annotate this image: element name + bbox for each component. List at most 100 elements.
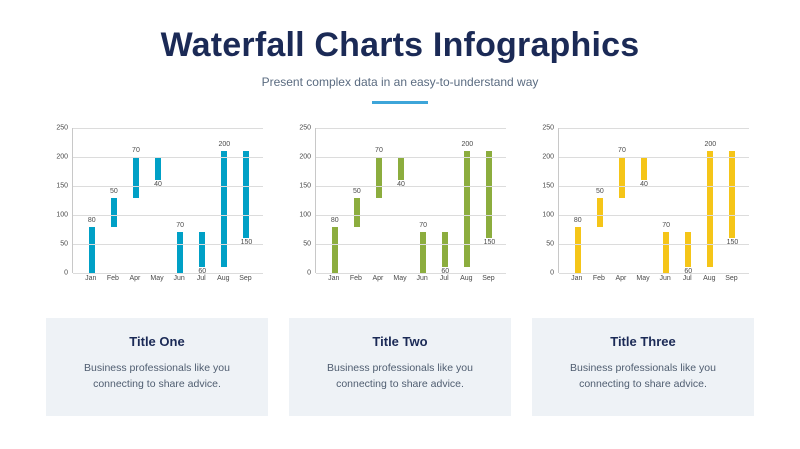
bar-value-label: 70 — [419, 222, 428, 230]
gridline — [73, 273, 263, 274]
gridline — [316, 244, 506, 245]
bar-value-label: 50 — [595, 187, 604, 195]
y-tick-label: 200 — [542, 153, 554, 161]
gridline — [559, 186, 749, 187]
bar — [132, 157, 139, 198]
bar-value-label: 80 — [87, 216, 96, 224]
y-tick-label: 200 — [56, 153, 68, 161]
chart-column-3: 0 50 100 150 200 250 80 50 70 40 70 60 200 150 Jan Fe… — [532, 124, 754, 428]
bar-value-label: 70 — [618, 147, 626, 154]
x-tick-label: May — [636, 275, 650, 282]
bar-value-label: 80 — [330, 216, 339, 224]
y-tick-label: 150 — [56, 182, 68, 190]
waterfall-chart-2: 0 50 100 150 200 250 80 50 70 40 70 60 200 150 Jan Fe… — [289, 124, 511, 300]
x-tick-label: Apr — [372, 275, 384, 282]
x-tick-label: Jun — [416, 275, 428, 282]
y-tick-label: 50 — [60, 240, 68, 248]
x-tick-label: Sep — [482, 275, 495, 282]
bar-value-label: 80 — [573, 216, 582, 224]
y-tick-label: 250 — [299, 124, 311, 132]
card-title-1: Title One — [129, 334, 185, 349]
y-tick-label: 200 — [299, 153, 311, 161]
bar-value-label: 70 — [662, 222, 671, 230]
x-tick-label: May — [150, 275, 164, 282]
x-tick-label: Apr — [615, 275, 627, 282]
y-axis-1: 0 50 100 150 200 250 — [46, 125, 68, 277]
chart-column-1: 0 50 100 150 200 250 80 50 70 40 70 60 200 150 Jan Fe… — [46, 125, 268, 428]
x-tick-label: Jan — [328, 275, 340, 282]
bar — [177, 232, 184, 273]
gridline — [73, 215, 263, 216]
gridline — [73, 186, 263, 187]
chart-wrap-1: 0 50 100 150 200 250 80 50 70 40 70 60 200 150 Jan Fe… — [46, 125, 268, 300]
gridline — [559, 215, 749, 216]
info-card-2: Title Two Business professionals like yo… — [289, 318, 511, 416]
bar-value-label: 60 — [198, 268, 207, 276]
y-tick-label: 50 — [546, 240, 554, 248]
bar — [574, 226, 581, 273]
x-tick-label: Jul — [196, 275, 206, 282]
gridline — [559, 273, 749, 274]
chart-wrap-3: 0 50 100 150 200 250 80 50 70 40 70 60 200 150 Jan Fe… — [532, 124, 754, 300]
bars-2: 80 50 70 40 70 60 200 150 — [316, 128, 506, 276]
bar — [88, 226, 95, 273]
chart-columns: 0 50 100 150 200 250 80 50 70 40 70 60 200 150 Jan Fe… — [0, 124, 800, 428]
chart-wrap-2: 0 50 100 150 200 250 80 50 70 40 70 60 200 150 Jan Fe… — [289, 124, 511, 300]
x-tick-label: Feb — [349, 275, 362, 282]
bar-value-label: 50 — [352, 187, 361, 195]
y-tick-label: 100 — [542, 211, 554, 219]
plot-area-2: 80 50 70 40 70 60 200 150 — [315, 128, 506, 276]
bar-value-label: 200 — [704, 141, 717, 149]
bar — [199, 232, 206, 268]
x-axis-1: Jan Feb Apr May Jun Jul Aug Sep — [72, 275, 262, 289]
y-axis-2: 0 50 100 150 200 250 — [289, 124, 311, 277]
bar — [221, 151, 228, 268]
bar-value-label: 150 — [240, 239, 253, 247]
bar — [442, 232, 449, 268]
y-tick-label: 150 — [542, 182, 554, 190]
bar — [243, 151, 250, 239]
info-card-1: Title One Business professionals like yo… — [46, 318, 268, 416]
x-tick-label: Feb — [592, 275, 605, 282]
card-title-3: Title Three — [610, 334, 676, 349]
gridline — [316, 157, 506, 158]
x-tick-label: May — [393, 275, 407, 282]
gridline — [73, 157, 263, 158]
bar-value-label: 60 — [441, 268, 450, 276]
accent-divider — [372, 101, 428, 104]
bar-value-label: 70 — [132, 147, 140, 154]
bar — [596, 197, 603, 227]
waterfall-chart-1: 0 50 100 150 200 250 80 50 70 40 70 60 200 150 Jan Fe… — [46, 125, 268, 300]
x-tick-label: Jun — [659, 275, 671, 282]
x-tick-label: Jun — [173, 275, 185, 282]
gridline — [559, 157, 749, 158]
bar-value-label: 50 — [109, 187, 118, 195]
y-axis-3: 0 50 100 150 200 250 — [532, 124, 554, 277]
bar-value-label: 70 — [375, 147, 383, 154]
bar — [398, 157, 405, 181]
gridline — [316, 215, 506, 216]
x-tick-label: Jul — [439, 275, 449, 282]
card-title-2: Title Two — [372, 334, 428, 349]
page-subtitle: Present complex data in an easy-to-under… — [261, 75, 539, 89]
y-tick-label: 100 — [299, 211, 311, 219]
bar-value-label: 150 — [726, 239, 739, 247]
page-title: Waterfall Charts Infographics — [160, 26, 640, 64]
y-tick-label: 50 — [303, 240, 311, 248]
bar-value-label: 70 — [176, 222, 185, 230]
gridline — [73, 244, 263, 245]
bar — [420, 232, 427, 273]
x-tick-label: Sep — [725, 275, 738, 282]
plot-area-1: 80 50 70 40 70 60 200 150 — [72, 128, 263, 276]
x-tick-label: Jan — [85, 275, 97, 282]
card-body-3: Business professionals like you connecti… — [570, 362, 716, 391]
y-tick-label: 100 — [56, 211, 68, 219]
bar — [331, 226, 338, 273]
y-tick-label: 250 — [542, 124, 554, 132]
bars-3: 80 50 70 40 70 60 200 150 — [559, 128, 749, 275]
y-tick-label: 0 — [550, 269, 554, 277]
y-tick-label: 0 — [64, 269, 68, 277]
gridline — [73, 128, 263, 129]
card-body-1: Business professionals like you connecti… — [84, 362, 230, 391]
